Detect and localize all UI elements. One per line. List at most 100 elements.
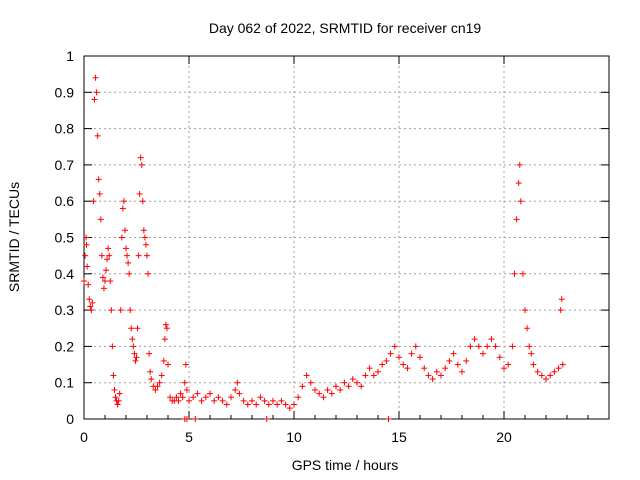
data-point xyxy=(496,354,503,361)
data-point xyxy=(202,394,209,401)
data-point xyxy=(257,394,264,401)
data-point xyxy=(522,307,528,314)
x-tick-label: 15 xyxy=(391,429,407,445)
data-points xyxy=(81,74,566,422)
data-point xyxy=(109,343,116,350)
data-point xyxy=(162,321,169,328)
data-point xyxy=(117,307,124,314)
data-point xyxy=(442,365,449,372)
y-tick-label: 0 xyxy=(66,411,74,427)
data-point xyxy=(244,401,251,408)
data-point xyxy=(557,307,564,314)
data-point xyxy=(144,252,150,259)
data-point xyxy=(121,227,128,234)
data-point xyxy=(139,198,146,205)
x-tick-label: 0 xyxy=(80,429,88,445)
data-point xyxy=(383,357,390,364)
data-point xyxy=(396,354,402,361)
data-point xyxy=(534,368,541,375)
data-point xyxy=(467,343,474,350)
data-point xyxy=(83,234,90,241)
data-point xyxy=(179,394,186,401)
data-point xyxy=(438,372,444,379)
data-point xyxy=(558,296,565,303)
data-point xyxy=(182,361,189,368)
data-point xyxy=(173,394,180,401)
data-point xyxy=(475,343,482,350)
data-point xyxy=(125,259,132,266)
data-point xyxy=(142,241,149,248)
data-point xyxy=(128,325,135,332)
data-point xyxy=(140,227,147,234)
data-point xyxy=(107,278,114,285)
data-point xyxy=(120,198,127,205)
data-point xyxy=(526,343,533,350)
data-point xyxy=(104,256,111,263)
data-point xyxy=(375,368,381,375)
data-point xyxy=(433,368,440,375)
data-point xyxy=(519,270,526,277)
data-point xyxy=(154,383,161,390)
data-point xyxy=(333,383,339,390)
data-point xyxy=(278,397,285,404)
data-point xyxy=(484,343,491,350)
data-point xyxy=(263,416,270,422)
data-point xyxy=(379,361,386,368)
y-tick-label: 0.7 xyxy=(55,157,75,173)
data-point xyxy=(124,252,131,259)
data-point xyxy=(190,394,197,401)
data-point xyxy=(175,397,182,404)
data-point xyxy=(87,303,94,310)
data-point xyxy=(312,386,318,393)
data-point xyxy=(559,361,566,368)
data-point xyxy=(511,270,518,277)
data-point xyxy=(366,365,373,372)
data-point xyxy=(517,198,524,205)
data-point xyxy=(152,386,159,393)
data-point xyxy=(385,416,392,422)
data-point xyxy=(295,394,302,401)
data-point xyxy=(93,89,100,96)
data-point xyxy=(84,263,91,270)
data-point xyxy=(138,161,145,168)
data-point xyxy=(186,397,192,404)
data-point xyxy=(223,401,230,408)
data-point xyxy=(400,361,407,368)
data-point xyxy=(95,176,102,183)
data-point xyxy=(94,132,101,139)
data-point xyxy=(417,354,423,361)
y-axis-label: SRMTID / TECUs xyxy=(6,182,22,292)
data-point xyxy=(538,372,545,379)
data-point xyxy=(270,397,276,404)
data-point xyxy=(236,390,243,397)
data-point xyxy=(141,234,148,241)
data-point xyxy=(192,416,199,422)
data-point xyxy=(555,365,562,372)
data-point xyxy=(408,350,415,357)
data-point xyxy=(530,361,537,368)
data-point xyxy=(524,325,531,332)
data-point xyxy=(215,394,222,401)
data-point xyxy=(145,270,152,277)
data-point xyxy=(106,252,113,259)
data-point xyxy=(349,376,356,383)
chart-title: Day 062 of 2022, SRMTID for receiver cn1… xyxy=(209,20,482,36)
data-point xyxy=(177,390,184,397)
data-point xyxy=(198,397,205,404)
data-point xyxy=(116,390,123,397)
data-point xyxy=(156,379,163,386)
data-point xyxy=(83,241,90,248)
data-point xyxy=(337,386,344,393)
data-point xyxy=(345,383,352,390)
data-point xyxy=(135,252,142,259)
data-point xyxy=(132,357,139,364)
x-tick-label: 20 xyxy=(496,429,512,445)
data-point xyxy=(165,361,171,368)
data-point xyxy=(547,372,554,379)
data-point xyxy=(463,357,470,364)
data-point xyxy=(425,372,432,379)
data-point xyxy=(183,386,190,393)
y-tick-label: 0.5 xyxy=(55,230,75,246)
data-point xyxy=(89,299,96,306)
